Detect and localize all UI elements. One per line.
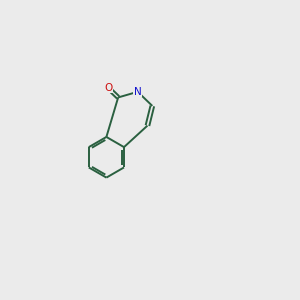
Text: O: O xyxy=(104,83,112,93)
Text: N: N xyxy=(134,87,142,97)
